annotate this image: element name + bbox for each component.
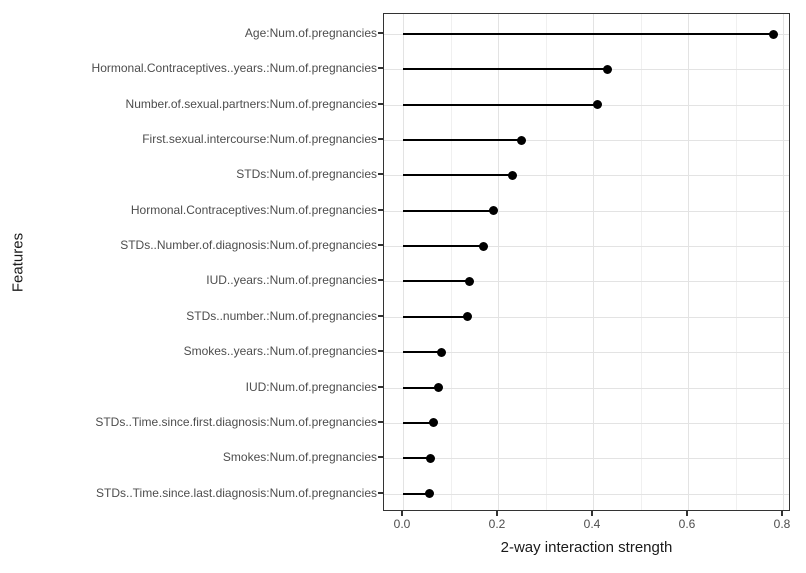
lollipop-line [403,245,484,248]
y-axis-label: STDs:Num.of.pregnancies [236,167,377,182]
gridline-h [384,316,789,318]
gridline-v-major [593,14,594,510]
x-axis-tick [686,511,688,516]
y-axis-label: IUD:Num.of.pregnancies [245,379,377,394]
gridline-h [384,387,789,389]
x-axis-tick-label: 0.4 [583,517,601,531]
gridline-h [384,422,789,424]
x-axis-tick [496,511,498,516]
lollipop-line [403,386,439,389]
lollipop-dot [593,100,603,110]
lollipop-line [403,315,468,318]
lollipop-line [403,280,470,283]
gridline-v-major [403,14,404,510]
y-axis-tick [378,208,383,211]
lollipop-dot [465,276,474,286]
lollipop-line [403,351,441,354]
y-axis-label: Smokes..years.:Num.of.pregnancies [183,344,377,359]
y-axis-label: STDs..Time.since.last.diagnosis:Num.of.p… [95,485,377,500]
lollipop-line [403,68,608,71]
y-axis-label: STDs..number.:Num.of.pregnancies [186,308,377,323]
gridline-h [384,458,789,460]
y-axis-tick [378,350,383,353]
gridline-v-major [783,14,784,510]
y-axis-tick [378,491,383,494]
lollipop-line [403,103,598,106]
lollipop-dot [488,206,498,216]
y-axis-tick [378,173,383,176]
lollipop-line [403,457,431,460]
x-axis-tick-label: 0.0 [393,517,411,531]
lollipop-dot [602,64,612,74]
y-axis-tick [378,385,383,388]
y-axis-tick [378,138,383,141]
lollipop-dot [769,29,778,39]
gridline-v-minor [640,14,642,510]
gridline-h [384,210,789,212]
x-axis-title: 2-way interaction strength [500,539,673,556]
y-axis-label: Hormonal.Contraceptives..years.:Num.of.p… [91,61,377,76]
lollipop-line [403,492,430,495]
y-axis-tick [378,420,383,423]
gridline-v-minor [545,14,547,510]
lollipop-dot [479,241,489,251]
y-axis-tick [378,314,383,317]
lollipop-line [403,174,513,177]
lollipop-line [403,421,434,424]
gridline-h [384,352,789,354]
y-axis-label: First.sexual.intercourse:Num.of.pregnanc… [142,132,377,147]
lollipop-dot [462,312,472,322]
lollipop-line [403,209,494,212]
y-axis-label: Age:Num.of.pregnancies [244,26,377,40]
lollipop-dot [426,453,436,463]
y-axis-label: Hormonal.Contraceptives:Num.of.pregnanci… [130,202,377,217]
lollipop-dot [429,418,439,428]
gridline-h [384,175,789,177]
y-axis-tick [378,102,383,105]
x-axis-tick [401,511,403,516]
lollipop-line [403,139,522,142]
y-axis-label: IUD..years.:Num.of.pregnancies [206,273,377,288]
x-axis-tick [591,511,593,516]
y-axis-tick [378,279,383,282]
y-axis-tick [378,456,383,459]
lollipop-dot [434,383,444,392]
x-axis-tick-label: 0.2 [488,517,506,531]
lollipop-line [403,33,774,35]
y-axis-tick [378,32,383,34]
gridline-h [384,281,789,283]
gridline-v-minor [735,14,737,510]
gridline-v-major [498,14,499,510]
x-axis-tick-label: 0.6 [678,517,696,531]
plot-panel [383,13,790,511]
y-axis-label: STDs..Number.of.diagnosis:Num.of.pregnan… [120,238,377,253]
gridline-h [384,140,789,142]
lollipop-dot [424,489,434,499]
lollipop-dot [517,135,527,145]
y-axis-label: Number.of.sexual.partners:Num.of.pregnan… [125,96,377,111]
y-axis-tick [378,67,383,70]
lollipop-dot [436,347,446,357]
x-axis-tick-label: 0.8 [773,517,791,531]
y-axis-title: Features [9,232,27,293]
lollipop-dot [507,170,517,180]
y-axis-label: Smokes:Num.of.pregnancies [222,450,377,465]
gridline-v-major [688,14,689,510]
y-axis-label: STDs..Time.since.first.diagnosis:Num.of.… [95,414,377,429]
x-axis-tick [781,511,783,516]
gridline-h [384,246,789,248]
gridline-v-minor [450,14,452,510]
gridline-h [384,493,789,495]
y-axis-tick [378,244,383,247]
